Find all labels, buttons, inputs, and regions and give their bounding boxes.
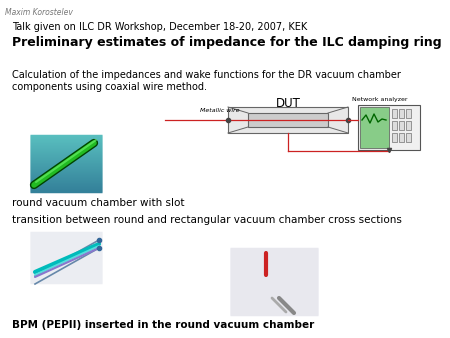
Bar — [392, 121, 397, 130]
Text: DUT: DUT — [275, 97, 301, 110]
Text: Calculation of the impedances and wake functions for the DR vacuum chamber: Calculation of the impedances and wake f… — [12, 70, 401, 80]
Bar — [248, 113, 328, 127]
Bar — [406, 133, 411, 142]
Bar — [392, 133, 397, 142]
Text: Metallic wire: Metallic wire — [200, 108, 239, 113]
Text: round vacuum chamber with slot: round vacuum chamber with slot — [12, 198, 184, 208]
Text: transition between round and rectangular vacuum chamber cross sections: transition between round and rectangular… — [12, 215, 402, 225]
Bar — [358, 105, 420, 150]
Text: Maxim Korostelev: Maxim Korostelev — [5, 8, 73, 17]
Bar — [228, 107, 348, 133]
Text: Talk given on ILC DR Workshop, December 18-20, 2007, KEK: Talk given on ILC DR Workshop, December … — [12, 22, 307, 32]
Text: BPM (PEPII) inserted in the round vacuum chamber: BPM (PEPII) inserted in the round vacuum… — [12, 320, 314, 330]
Bar — [399, 121, 404, 130]
FancyBboxPatch shape — [239, 273, 310, 301]
Text: Preliminary estimates of impedance for the ILC damping ring: Preliminary estimates of impedance for t… — [12, 36, 441, 49]
Bar — [360, 107, 389, 148]
Text: components using coaxial wire method.: components using coaxial wire method. — [12, 82, 207, 92]
Bar — [406, 121, 411, 130]
Ellipse shape — [240, 276, 250, 298]
Polygon shape — [35, 240, 99, 284]
Bar — [392, 109, 397, 118]
Bar — [406, 109, 411, 118]
Bar — [399, 133, 404, 142]
Bar — [399, 109, 404, 118]
Text: Network analyzer: Network analyzer — [352, 97, 408, 102]
Ellipse shape — [298, 276, 308, 298]
